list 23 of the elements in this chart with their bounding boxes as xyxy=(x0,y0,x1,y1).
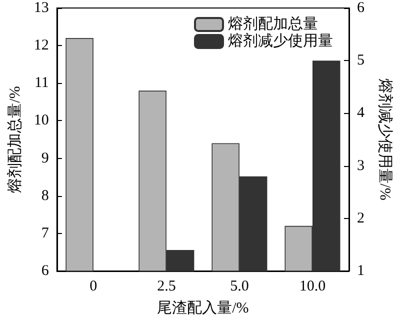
y2-tick-label: 5 xyxy=(357,52,364,69)
legend-label: 熔剂减少使用量 xyxy=(228,32,333,50)
y-tick-label: 11 xyxy=(34,75,49,92)
y-tick-label: 7 xyxy=(41,225,50,242)
y2-tick-label: 1 xyxy=(357,263,364,279)
y-axis-title: 熔剂配加总量/% xyxy=(6,86,24,193)
x-tick-label: 5.0 xyxy=(230,278,249,294)
y-tick-label: 8 xyxy=(41,188,49,204)
y2-tick-label: 4 xyxy=(357,105,365,122)
y-tick-label: 10 xyxy=(34,112,49,129)
y-tick-label: 12 xyxy=(34,38,49,54)
legend-label: 熔剂配加总量 xyxy=(228,16,318,32)
y2-axis-title: 熔剂减少使用量/% xyxy=(376,78,394,200)
x-tick-label: 2.5 xyxy=(157,278,176,294)
y-tick-label: 13 xyxy=(34,0,49,16)
y2-tick-label: 3 xyxy=(357,158,364,174)
y-tick-label: 9 xyxy=(41,150,49,166)
x-tick-label: 0 xyxy=(90,278,98,294)
x-tick-label: 10.0 xyxy=(299,278,326,294)
y2-tick-label: 2 xyxy=(357,210,364,226)
y-tick-label: 6 xyxy=(41,263,50,279)
x-axis-title: 尾渣配入量/% xyxy=(157,300,249,316)
y2-tick-label: 6 xyxy=(357,0,365,16)
